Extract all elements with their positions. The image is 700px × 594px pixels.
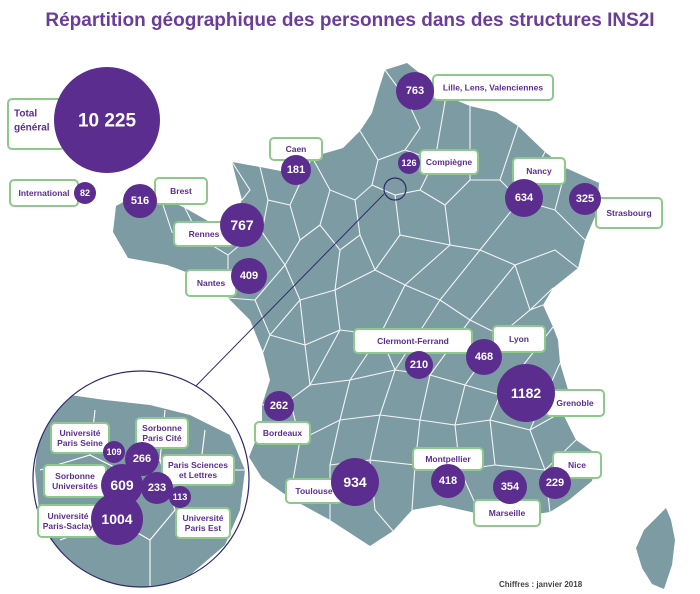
city-label-brest: Brest (170, 186, 192, 196)
paris-label-paris-seine: Université (59, 428, 100, 438)
paris-label-paris-saclay: Université (47, 511, 88, 521)
city-caen-value: 181 (287, 164, 305, 176)
paris-connector-line (189, 193, 385, 393)
city-international-value: 82 (80, 188, 90, 198)
city-compiegne-value: 126 (401, 158, 416, 168)
city-bordeaux-value: 262 (270, 400, 288, 412)
city-lille-bubble (396, 72, 434, 110)
paris-label-paris-est: Université (182, 513, 223, 523)
paris-paris-saclay-value: 1004 (101, 511, 132, 527)
city-nice-value: 229 (546, 477, 564, 489)
city-label-clermont: Clermont-Ferrand (377, 336, 449, 346)
paris-sorbonne-paris-cite-value: 266 (133, 453, 151, 465)
city-label-strasbourg-box (595, 197, 663, 229)
city-label-nancy: Nancy (526, 166, 552, 176)
city-nantes-bubble (231, 258, 267, 294)
city-marseille-value: 354 (501, 481, 520, 493)
city-strasbourg-bubble (569, 183, 601, 215)
france-mainland (113, 63, 599, 546)
city-label-nice: Nice (568, 460, 586, 470)
city-label-brest-box (154, 177, 208, 205)
city-rennes-value: 767 (230, 217, 254, 233)
page-title: Répartition géographique des personnes d… (45, 10, 655, 31)
total-label-line2: général (14, 123, 50, 134)
city-label-compiegne: Compiègne (426, 157, 473, 167)
city-lyon-value: 468 (475, 351, 493, 363)
city-label-grenoble: Grenoble (556, 398, 594, 408)
paris-label-paris-est-box (175, 507, 231, 539)
paris-marker (383, 177, 407, 201)
city-brest-value: 516 (131, 195, 149, 207)
city-international-bubble (74, 182, 96, 204)
total-label-line1: Total (14, 109, 37, 120)
footnote-date: Chiffres : janvier 2018 (499, 580, 583, 589)
city-label-lille: Lille, Lens, Valenciennes (443, 83, 543, 93)
city-rennes-bubble (220, 203, 264, 247)
paris-paris-est-value: 113 (173, 492, 188, 502)
city-toulouse-value: 934 (343, 474, 367, 490)
paris-sorbonne-universites-value: 609 (110, 477, 134, 493)
city-label-compiegne-box (419, 149, 479, 175)
bubbles-layer: Lille, Lens, Valenciennes Caen Compiègne Na… (7, 67, 663, 545)
city-grenoble-bubble (497, 364, 555, 422)
city-label-toulouse: Toulouse (295, 486, 332, 496)
paris-label-psl: et Lettres (179, 470, 218, 480)
city-caen-bubble (281, 155, 311, 185)
city-label-bordeaux: Bordeaux (263, 428, 302, 438)
paris-psl-value: 233 (148, 482, 166, 494)
paris-label-paris-est: Paris Est (185, 523, 222, 533)
city-nantes-value: 409 (240, 270, 258, 282)
city-lyon-bubble (466, 339, 502, 375)
paris-sorbonne-paris-cite-bubble (125, 442, 159, 476)
paris-sorbonne-universites-bubble (101, 464, 143, 506)
paris-label-paris-seine-box (50, 422, 110, 454)
city-label-marseille: Marseille (489, 508, 526, 518)
city-label-lyon-box (492, 325, 546, 353)
city-nancy-bubble (505, 179, 543, 217)
city-bordeaux-bubble (264, 391, 294, 421)
city-label-strasbourg: Strasbourg (606, 208, 651, 218)
city-compiegne-bubble (398, 152, 420, 174)
city-montpellier-value: 418 (439, 475, 457, 487)
city-nancy-value: 634 (515, 192, 534, 204)
city-label-lyon: Lyon (509, 334, 529, 344)
city-clermont-bubble (405, 351, 433, 379)
paris-paris-saclay-bubble (91, 493, 143, 545)
city-marseille-bubble (493, 470, 527, 504)
city-clermont-value: 210 (410, 359, 428, 371)
city-nice-bubble (539, 467, 571, 499)
city-strasbourg-value: 325 (576, 193, 594, 205)
city-brest-bubble (123, 184, 157, 218)
city-label-montpellier: Montpellier (425, 454, 471, 464)
paris-label-psl: Paris Sciences (168, 460, 228, 470)
paris-label-psl-box (161, 454, 235, 486)
paris-label-paris-seine: Paris Seine (57, 438, 103, 448)
city-montpellier-bubble (431, 464, 465, 498)
city-label-bordeaux-box (254, 421, 311, 445)
corsica (636, 508, 675, 589)
paris-label-sorbonne-paris-cite: Paris Cité (142, 433, 181, 443)
city-toulouse-bubble (331, 458, 379, 506)
paris-label-sorbonne-universites: Sorbonne (55, 471, 95, 481)
total-bubble (54, 67, 160, 173)
city-label-nantes: Nantes (197, 278, 226, 288)
city-label-rennes: Rennes (189, 229, 220, 239)
paris-paris-seine-bubble (103, 441, 125, 463)
paris-paris-est-bubble (169, 486, 191, 508)
city-grenoble-value: 1182 (511, 385, 542, 401)
paris-paris-seine-value: 109 (106, 447, 121, 457)
paris-label-sorbonne-paris-cite: Sorbonne (142, 423, 182, 433)
city-lille-value: 763 (406, 85, 424, 97)
paris-label-sorbonne-paris-cite-box (135, 417, 189, 449)
city-label-international: International (18, 188, 69, 198)
city-label-caen: Caen (286, 144, 307, 154)
paris-label-paris-saclay: Paris-Saclay (43, 521, 94, 531)
paris-label-sorbonne-universites: Universités (52, 481, 98, 491)
total-value: 10 225 (78, 111, 137, 132)
paris-psl-bubble (141, 472, 173, 504)
city-label-nancy-box (512, 157, 566, 185)
